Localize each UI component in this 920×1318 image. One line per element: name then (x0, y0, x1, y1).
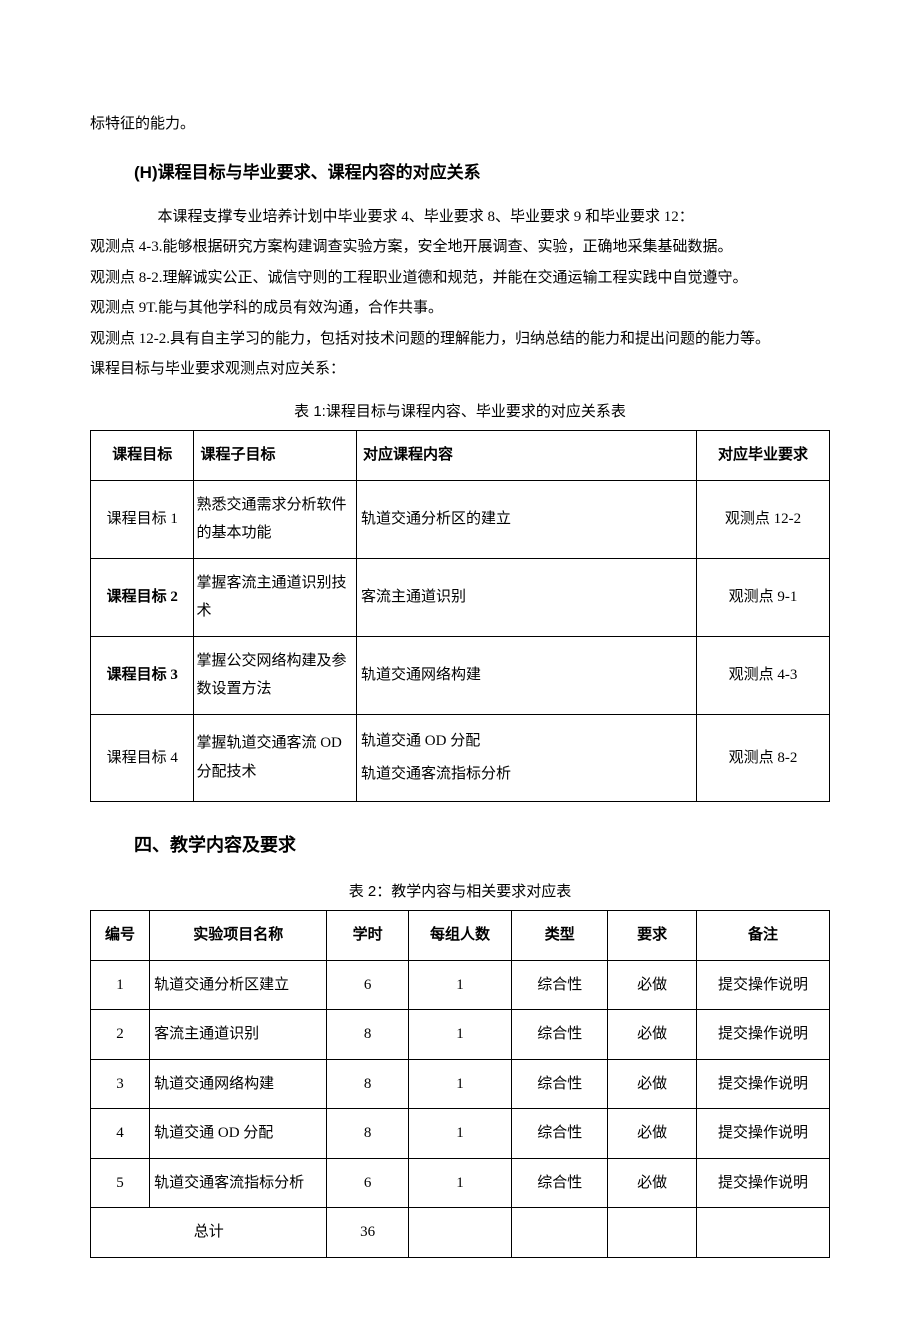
table1-subgoal: 掌握公交网络构建及参数设置方法 (194, 636, 357, 714)
table2-h0: 编号 (91, 911, 150, 961)
section4-heading: 四、教学内容及要求 (134, 828, 830, 862)
table1-goal: 课程目标 1 (91, 480, 194, 558)
table2-note: 提交操作说明 (696, 1059, 829, 1109)
table1-header-row: 课程目标 课程子目标 对应课程内容 对应毕业要求 (91, 431, 830, 481)
table2-sum-blank3 (608, 1208, 697, 1258)
table2-hours: 8 (327, 1109, 408, 1159)
table2-no: 1 (91, 960, 150, 1010)
table2-h2: 学时 (327, 911, 408, 961)
table2-h4: 类型 (512, 911, 608, 961)
table1-row-2: 课程目标 3掌握公交网络构建及参数设置方法轨道交通网络构建观测点 4-3 (91, 636, 830, 714)
intro-paragraph: 本课程支撑专业培养计划中毕业要求 4、毕业要求 8、毕业要求 9 和毕业要求 1… (90, 203, 830, 232)
table1-req: 观测点 12-2 (696, 480, 829, 558)
table2-sum-hours: 36 (327, 1208, 408, 1258)
table2-req: 必做 (608, 1158, 697, 1208)
table2-sum-row: 总计 36 (91, 1208, 830, 1258)
table2-type: 综合性 (512, 1109, 608, 1159)
table2-no: 5 (91, 1158, 150, 1208)
table2-ppl: 1 (408, 1010, 511, 1060)
table1-h1: 课程子目标 (194, 431, 357, 481)
table2-hours: 6 (327, 960, 408, 1010)
table2-sum-blank4 (696, 1208, 829, 1258)
table2-ppl: 1 (408, 1059, 511, 1109)
table2-name: 轨道交通网络构建 (150, 1059, 327, 1109)
table1-goal: 课程目标 2 (91, 558, 194, 636)
table2-row-0: 1轨道交通分析区建立61综合性必做提交操作说明 (91, 960, 830, 1010)
section-h-heading: (H)课程目标与毕业要求、课程内容的对应关系 (134, 157, 830, 189)
table1-content: 轨道交通 OD 分配轨道交通客流指标分析 (357, 714, 697, 801)
table2-note: 提交操作说明 (696, 960, 829, 1010)
table2-hours: 8 (327, 1010, 408, 1060)
table1-content: 客流主通道识别 (357, 558, 697, 636)
table1-subgoal: 熟悉交通需求分析软件的基本功能 (194, 480, 357, 558)
table2-req: 必做 (608, 960, 697, 1010)
table1-req: 观测点 8-2 (696, 714, 829, 801)
table2-req: 必做 (608, 1109, 697, 1159)
table1-h2: 对应课程内容 (357, 431, 697, 481)
table1-caption: 表 1:课程目标与课程内容、毕业要求的对应关系表 (90, 398, 830, 427)
table2: 编号 实验项目名称 学时 每组人数 类型 要求 备注 1轨道交通分析区建立61综… (90, 910, 830, 1258)
table1-req: 观测点 9-1 (696, 558, 829, 636)
table2-hours: 8 (327, 1059, 408, 1109)
table1-h0: 课程目标 (91, 431, 194, 481)
table2-req: 必做 (608, 1010, 697, 1060)
table2-type: 综合性 (512, 1158, 608, 1208)
table1-goal: 课程目标 4 (91, 714, 194, 801)
table2-ppl: 1 (408, 1109, 511, 1159)
table2-caption: 表 2：教学内容与相关要求对应表 (90, 878, 830, 907)
table2-no: 3 (91, 1059, 150, 1109)
table2-h5: 要求 (608, 911, 697, 961)
table2-sum-blank1 (408, 1208, 511, 1258)
table1-row-0: 课程目标 1熟悉交通需求分析软件的基本功能轨道交通分析区的建立观测点 12-2 (91, 480, 830, 558)
table1-content: 轨道交通网络构建 (357, 636, 697, 714)
table1-goal: 课程目标 3 (91, 636, 194, 714)
fragment-line: 标特征的能力。 (90, 110, 830, 139)
table2-name: 轨道交通分析区建立 (150, 960, 327, 1010)
table1-subgoal: 掌握轨道交通客流 OD 分配技术 (194, 714, 357, 801)
table1-row-3: 课程目标 4掌握轨道交通客流 OD 分配技术轨道交通 OD 分配轨道交通客流指标… (91, 714, 830, 801)
table2-name: 轨道交通 OD 分配 (150, 1109, 327, 1159)
table1-content: 轨道交通分析区的建立 (357, 480, 697, 558)
table2-h3: 每组人数 (408, 911, 511, 961)
table2-note: 提交操作说明 (696, 1010, 829, 1060)
table2-no: 2 (91, 1010, 150, 1060)
table1-subgoal: 掌握客流主通道识别技术 (194, 558, 357, 636)
table2-sum-label: 总计 (91, 1208, 327, 1258)
obs-line-0: 观测点 4-3.能够根据研究方案构建调查实验方案，安全地开展调查、实验，正确地采… (90, 233, 830, 262)
table1-h3: 对应毕业要求 (696, 431, 829, 481)
table2-note: 提交操作说明 (696, 1158, 829, 1208)
table2-row-1: 2客流主通道识别81综合性必做提交操作说明 (91, 1010, 830, 1060)
obs-line-1: 观测点 8-2.理解诚实公正、诚信守则的工程职业道德和规范，并能在交通运输工程实… (90, 264, 830, 293)
table2-h1: 实验项目名称 (150, 911, 327, 961)
table2-no: 4 (91, 1109, 150, 1159)
table2-type: 综合性 (512, 1059, 608, 1109)
table1-row-1: 课程目标 2掌握客流主通道识别技术客流主通道识别观测点 9-1 (91, 558, 830, 636)
table2-name: 客流主通道识别 (150, 1010, 327, 1060)
table1-req: 观测点 4-3 (696, 636, 829, 714)
table2-header-row: 编号 实验项目名称 学时 每组人数 类型 要求 备注 (91, 911, 830, 961)
table2-req: 必做 (608, 1059, 697, 1109)
table1: 课程目标 课程子目标 对应课程内容 对应毕业要求 课程目标 1熟悉交通需求分析软… (90, 430, 830, 802)
table2-ppl: 1 (408, 960, 511, 1010)
table2-row-3: 4轨道交通 OD 分配81综合性必做提交操作说明 (91, 1109, 830, 1159)
table2-type: 综合性 (512, 960, 608, 1010)
table2-hours: 6 (327, 1158, 408, 1208)
table2-name: 轨道交通客流指标分析 (150, 1158, 327, 1208)
table2-h6: 备注 (696, 911, 829, 961)
obs-line-3: 观测点 12-2.具有自主学习的能力，包括对技术问题的理解能力，归纳总结的能力和… (90, 325, 830, 354)
table2-sum-blank2 (512, 1208, 608, 1258)
table2-row-4: 5轨道交通客流指标分析61综合性必做提交操作说明 (91, 1158, 830, 1208)
table2-type: 综合性 (512, 1010, 608, 1060)
obs-line-2: 观测点 9T.能与其他学科的成员有效沟通，合作共事。 (90, 294, 830, 323)
table2-row-2: 3轨道交通网络构建81综合性必做提交操作说明 (91, 1059, 830, 1109)
table2-ppl: 1 (408, 1158, 511, 1208)
table2-note: 提交操作说明 (696, 1109, 829, 1159)
obs-line-4: 课程目标与毕业要求观测点对应关系： (90, 355, 830, 384)
